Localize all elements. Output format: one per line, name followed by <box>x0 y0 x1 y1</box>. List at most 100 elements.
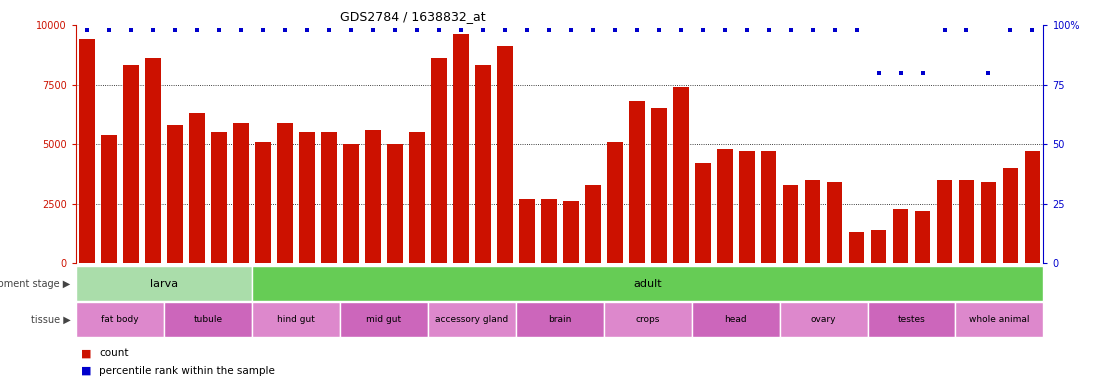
Bar <box>955 302 1043 337</box>
Point <box>738 26 756 33</box>
Bar <box>915 211 931 263</box>
Bar <box>365 130 381 263</box>
Point <box>826 26 844 33</box>
Bar <box>981 182 997 263</box>
Bar <box>519 199 535 263</box>
Bar <box>145 58 161 263</box>
Bar <box>76 266 252 301</box>
Bar <box>277 123 292 263</box>
Bar <box>959 180 974 263</box>
Point <box>407 26 425 33</box>
Point <box>386 26 404 33</box>
Bar <box>408 132 425 263</box>
Bar <box>1002 168 1019 263</box>
Text: development stage ▶: development stage ▶ <box>0 279 70 289</box>
Bar <box>585 185 600 263</box>
Point <box>78 26 96 33</box>
Point <box>627 26 645 33</box>
Point <box>561 26 579 33</box>
Text: ■: ■ <box>81 348 92 358</box>
Bar <box>497 46 512 263</box>
Point <box>187 26 205 33</box>
Point <box>760 26 778 33</box>
Point <box>980 70 998 76</box>
Point <box>474 26 492 33</box>
Bar <box>541 199 557 263</box>
Bar <box>604 302 692 337</box>
Text: whole animal: whole animal <box>969 315 1030 324</box>
Bar <box>782 185 798 263</box>
Point <box>232 26 250 33</box>
Bar <box>780 302 867 337</box>
Point <box>715 26 733 33</box>
Point <box>341 26 359 33</box>
Point <box>1001 26 1019 33</box>
Bar <box>870 230 886 263</box>
Bar <box>739 151 754 263</box>
Text: ovary: ovary <box>811 315 836 324</box>
Point <box>914 70 932 76</box>
Point <box>892 70 910 76</box>
Point <box>804 26 821 33</box>
Text: percentile rank within the sample: percentile rank within the sample <box>99 366 276 376</box>
Point <box>364 26 382 33</box>
Point <box>452 26 470 33</box>
Point <box>958 26 975 33</box>
Bar <box>562 202 578 263</box>
Point <box>298 26 316 33</box>
Text: adult: adult <box>633 279 662 289</box>
Bar <box>761 151 777 263</box>
Point <box>694 26 712 33</box>
Bar <box>867 302 955 337</box>
Point <box>650 26 667 33</box>
Bar <box>339 302 427 337</box>
Point <box>276 26 294 33</box>
Point <box>320 26 338 33</box>
Text: tissue ▶: tissue ▶ <box>30 314 70 324</box>
Bar <box>607 142 623 263</box>
Bar <box>651 108 666 263</box>
Text: larva: larva <box>150 279 177 289</box>
Bar <box>100 135 117 263</box>
Bar <box>299 132 315 263</box>
Bar <box>189 113 204 263</box>
Text: brain: brain <box>548 315 571 324</box>
Bar <box>321 132 337 263</box>
Point <box>781 26 799 33</box>
Bar <box>1024 151 1040 263</box>
Point <box>1023 26 1041 33</box>
Text: tubule: tubule <box>193 315 222 324</box>
Bar <box>694 163 711 263</box>
Bar <box>167 125 183 263</box>
Point <box>253 26 271 33</box>
Bar <box>827 182 843 263</box>
Point <box>935 26 953 33</box>
Text: mid gut: mid gut <box>366 315 402 324</box>
Text: count: count <box>99 348 128 358</box>
Point <box>518 26 536 33</box>
Point <box>869 70 887 76</box>
Bar <box>893 209 908 263</box>
Bar <box>254 142 271 263</box>
Point <box>100 26 118 33</box>
Point <box>584 26 602 33</box>
Bar <box>123 66 138 263</box>
Bar <box>474 66 491 263</box>
Bar <box>673 87 689 263</box>
Text: crops: crops <box>635 315 660 324</box>
Bar <box>848 232 865 263</box>
Bar <box>516 302 604 337</box>
Bar <box>427 302 516 337</box>
Point <box>122 26 140 33</box>
Bar <box>76 302 164 337</box>
Text: hind gut: hind gut <box>277 315 315 324</box>
Text: fat body: fat body <box>102 315 138 324</box>
Point <box>144 26 162 33</box>
Bar <box>628 101 645 263</box>
Bar <box>233 123 249 263</box>
Bar <box>431 58 446 263</box>
Text: GDS2784 / 1638832_at: GDS2784 / 1638832_at <box>340 10 485 23</box>
Bar <box>211 132 227 263</box>
Bar <box>252 266 1043 301</box>
Bar <box>79 39 95 263</box>
